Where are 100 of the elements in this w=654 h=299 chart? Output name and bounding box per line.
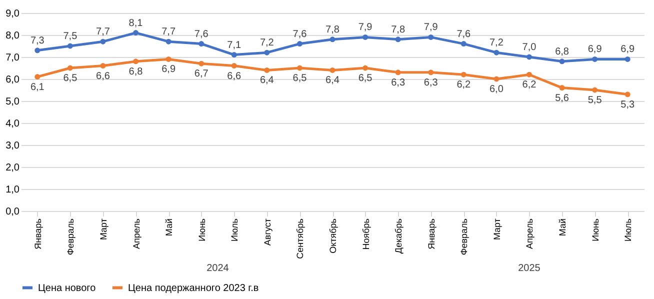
data-label: 7,6 bbox=[456, 28, 472, 40]
point bbox=[67, 65, 73, 71]
data-label: 6,2 bbox=[522, 80, 537, 91]
point bbox=[624, 56, 630, 62]
x-tick-label: Апрель bbox=[524, 218, 535, 250]
data-label: 7,1 bbox=[227, 40, 242, 51]
data-label: 6,5 bbox=[63, 73, 78, 84]
x-tick-label: Январь bbox=[32, 218, 43, 250]
x-tick-label: Май bbox=[558, 218, 568, 236]
x-tick-label: Декабрь bbox=[394, 218, 404, 254]
point bbox=[460, 41, 466, 47]
legend-label: Цена подержанного 2023 г.в bbox=[128, 282, 259, 294]
x-tick-label: Сентябрь bbox=[295, 218, 306, 259]
data-label: 6,4 bbox=[260, 75, 274, 86]
data-label: 7,9 bbox=[424, 22, 438, 34]
point bbox=[559, 85, 565, 91]
point bbox=[296, 65, 302, 71]
point bbox=[428, 34, 434, 40]
point bbox=[264, 67, 270, 73]
point bbox=[34, 48, 40, 54]
data-label: 6,3 bbox=[391, 77, 406, 88]
y-tick-label: 7,0 bbox=[6, 52, 20, 64]
data-label: 6,0 bbox=[489, 84, 504, 95]
point bbox=[428, 70, 434, 76]
data-label: 7,7 bbox=[162, 26, 176, 38]
data-label: 6,4 bbox=[326, 75, 340, 86]
data-label: 5,3 bbox=[620, 99, 635, 110]
y-tick-label: 5,0 bbox=[6, 96, 20, 108]
data-label: 7,5 bbox=[63, 31, 78, 42]
point bbox=[198, 60, 204, 66]
point bbox=[395, 70, 401, 76]
data-label: 6,8 bbox=[128, 66, 144, 78]
data-label: 7,6 bbox=[292, 28, 308, 40]
data-label: 6,1 bbox=[30, 82, 45, 93]
data-label: 6,9 bbox=[588, 44, 602, 56]
y-tick-label: 6,0 bbox=[6, 74, 20, 86]
data-label: 6,9 bbox=[162, 64, 176, 76]
point bbox=[526, 54, 532, 60]
x-tick-label: Май bbox=[164, 218, 174, 236]
point bbox=[330, 67, 336, 73]
point bbox=[67, 43, 73, 49]
text: 2025 bbox=[518, 263, 541, 274]
x-tick-label: Июль bbox=[623, 218, 634, 242]
x-tick-label: Март bbox=[492, 218, 502, 240]
point bbox=[296, 41, 302, 47]
x-tick-label: Октябрь bbox=[328, 218, 338, 254]
y-tick-label: 8,0 bbox=[6, 30, 20, 42]
x-tick-label: Июнь bbox=[196, 218, 207, 242]
point bbox=[330, 36, 336, 42]
x-tick-label: Июль bbox=[230, 218, 240, 242]
point bbox=[100, 63, 106, 69]
x-tick-label: Февраль bbox=[459, 218, 470, 256]
data-label: 7,7 bbox=[96, 26, 110, 38]
text: 2024 bbox=[206, 263, 230, 274]
data-label: 8,1 bbox=[128, 18, 144, 29]
y-tick-label: 4,0 bbox=[6, 118, 20, 130]
y-tick-label: 1,0 bbox=[6, 184, 20, 196]
point bbox=[264, 50, 270, 56]
point bbox=[133, 30, 138, 36]
point bbox=[362, 34, 368, 40]
data-label: 7,2 bbox=[260, 38, 274, 49]
data-label: 5,6 bbox=[555, 92, 570, 104]
data-label: 6,3 bbox=[424, 77, 438, 88]
data-label: 7,6 bbox=[194, 28, 209, 40]
point bbox=[592, 56, 598, 62]
data-label: 7,0 bbox=[522, 42, 537, 53]
x-tick-label: Апрель bbox=[131, 218, 142, 250]
point bbox=[494, 76, 500, 82]
point bbox=[526, 72, 532, 78]
point bbox=[166, 38, 172, 44]
x-tick-label: Январь bbox=[426, 218, 436, 250]
point bbox=[624, 92, 630, 98]
y-tick-label: 2,0 bbox=[6, 162, 20, 174]
point bbox=[100, 38, 106, 44]
point bbox=[592, 87, 598, 93]
point bbox=[198, 41, 204, 47]
data-label: 7,2 bbox=[489, 38, 504, 49]
data-label: 7,8 bbox=[391, 24, 406, 36]
data-label: 6,5 bbox=[358, 73, 373, 84]
data-label: 5,5 bbox=[588, 95, 602, 106]
data-label: 6,9 bbox=[620, 44, 635, 56]
data-label: 7,3 bbox=[30, 35, 45, 46]
point bbox=[559, 58, 565, 64]
data-label: 6,8 bbox=[555, 46, 570, 58]
x-tick-label: Ноябрь bbox=[360, 218, 371, 250]
point bbox=[231, 63, 237, 69]
data-label: 6,7 bbox=[194, 68, 209, 80]
point bbox=[133, 58, 138, 64]
point bbox=[494, 50, 500, 56]
point bbox=[34, 74, 40, 80]
x-tick-label: Август bbox=[262, 218, 272, 246]
point bbox=[460, 72, 466, 78]
data-label: 7,9 bbox=[358, 22, 373, 34]
y-tick-label: 9,0 bbox=[6, 8, 20, 20]
data-label: 6,6 bbox=[227, 70, 242, 82]
data-label: 7,8 bbox=[326, 24, 340, 36]
point bbox=[395, 36, 401, 42]
point bbox=[362, 65, 368, 71]
x-tick-label: Март bbox=[98, 218, 108, 240]
x-tick-label: Февраль bbox=[66, 218, 76, 256]
